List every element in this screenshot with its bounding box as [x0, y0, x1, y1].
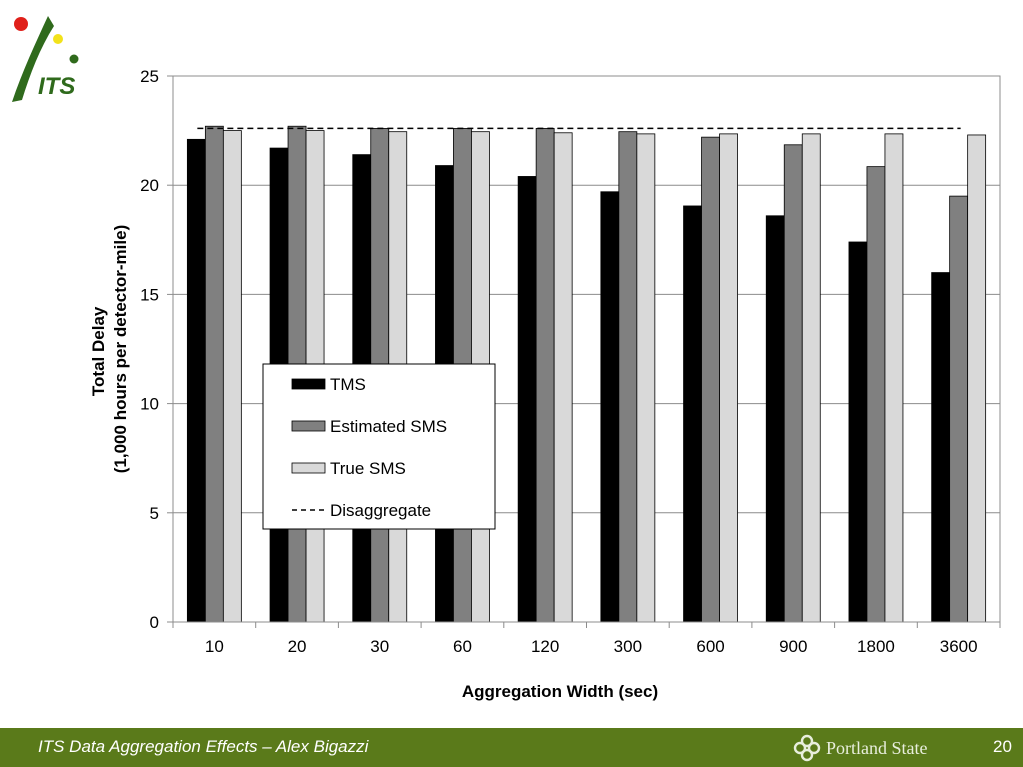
bar-true-sms-300 [636, 133, 656, 623]
legend-label-disaggregate: Disaggregate [330, 501, 431, 520]
bar-tms-600 [683, 205, 702, 623]
bar-estimated-sms-10 [204, 125, 224, 623]
bar-estimated-sms-3600 [949, 195, 969, 623]
x-tick-label: 60 [453, 637, 472, 656]
its-logo: ITS [12, 16, 79, 102]
legend-box [262, 363, 496, 530]
x-tick-label: 20 [288, 637, 307, 656]
legend-swatch-true-sms [291, 462, 326, 474]
bar-tms-300 [600, 191, 620, 623]
legend-swatch-tms [291, 378, 326, 390]
x-axis-title: Aggregation Width (sec) [462, 682, 658, 701]
legend-label-tms: TMS [330, 375, 366, 394]
x-tick-label: 300 [614, 637, 642, 656]
x-tick-label: 30 [370, 637, 389, 656]
logo-yellow-dot [53, 34, 63, 44]
bar-true-sms-120 [553, 132, 573, 623]
psu-wordmark: Portland State [826, 737, 928, 758]
y-tick-label: 25 [140, 67, 159, 86]
bar-estimated-sms-300 [618, 131, 638, 623]
bar-estimated-sms-900 [783, 144, 803, 623]
legend: TMS Estimated SMS True SMS Disaggregate [262, 363, 496, 530]
bar-true-sms-600 [719, 133, 738, 623]
y-axis-title-line-2: (1,000 hours per detector-mile) [111, 225, 130, 473]
legend-label-estimated-sms: Estimated SMS [330, 417, 447, 436]
bar-estimated-sms-1800 [866, 166, 886, 623]
bar-estimated-sms-120 [535, 128, 555, 623]
legend-label-true-sms: True SMS [330, 459, 406, 478]
x-tick-label: 120 [531, 637, 559, 656]
y-tick-label: 0 [150, 613, 159, 632]
page-number: 20 [993, 737, 1012, 756]
bar-tms-10 [186, 138, 206, 623]
bar-true-sms-3600 [967, 134, 987, 623]
portland-state-logo: Portland State [792, 734, 928, 762]
x-tick-label: 3600 [940, 637, 978, 656]
footer-bar: ITS Data Aggregation Effects – Alex Biga… [0, 728, 1023, 767]
legend-swatch-estimated-sms [291, 420, 326, 432]
x-tick-label: 900 [779, 637, 807, 656]
x-tick-label: 600 [696, 637, 724, 656]
bar-estimated-sms-600 [701, 136, 720, 623]
y-tick-label: 15 [140, 285, 159, 304]
bar-true-sms-1800 [884, 133, 904, 623]
psu-knot-icon [793, 734, 821, 762]
logo-swoosh [12, 16, 54, 102]
footer-title: ITS Data Aggregation Effects – Alex Biga… [38, 737, 369, 756]
y-tick-labels: 0 5 10 15 20 25 [140, 67, 159, 632]
y-axis-title-line-1: Total Delay [89, 306, 108, 396]
x-tick-label: 1800 [857, 637, 895, 656]
logo-red-dot [14, 17, 28, 31]
x-tick-labels: 10 20 30 60 120 300 600 900 1800 3600 [172, 622, 1001, 656]
bar-tms-1800 [848, 241, 868, 623]
y-tick-label: 5 [150, 504, 159, 523]
bar-true-sms-900 [801, 133, 821, 623]
bar-series-group [186, 125, 987, 623]
logo-text: ITS [38, 73, 75, 100]
bar-tms-120 [517, 176, 537, 623]
logo-green-dot [69, 54, 79, 64]
bar-tms-3600 [931, 272, 951, 623]
bar-true-sms-10 [222, 130, 242, 623]
bar-tms-900 [765, 215, 785, 623]
y-axis-title: Total Delay (1,000 hours per detector-mi… [89, 225, 130, 473]
y-tick-label: 20 [140, 176, 159, 195]
x-tick-label: 10 [205, 637, 224, 656]
y-tick-label: 10 [140, 395, 159, 414]
